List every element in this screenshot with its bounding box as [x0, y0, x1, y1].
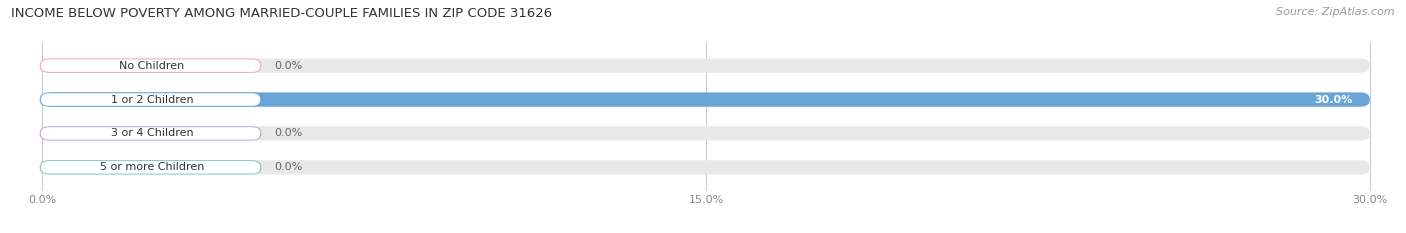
Text: 30.0%: 30.0% [1313, 95, 1353, 105]
FancyBboxPatch shape [39, 93, 262, 107]
Text: 0.0%: 0.0% [274, 61, 302, 71]
Text: 3 or 4 Children: 3 or 4 Children [111, 128, 193, 138]
FancyBboxPatch shape [41, 59, 260, 72]
FancyBboxPatch shape [42, 93, 1369, 107]
Text: 0.0%: 0.0% [274, 162, 302, 172]
Text: No Children: No Children [120, 61, 184, 71]
FancyBboxPatch shape [39, 160, 262, 175]
FancyBboxPatch shape [42, 160, 1369, 175]
FancyBboxPatch shape [42, 93, 1369, 107]
Text: 1 or 2 Children: 1 or 2 Children [111, 95, 193, 105]
FancyBboxPatch shape [42, 58, 1369, 73]
Text: INCOME BELOW POVERTY AMONG MARRIED-COUPLE FAMILIES IN ZIP CODE 31626: INCOME BELOW POVERTY AMONG MARRIED-COUPL… [11, 7, 553, 20]
FancyBboxPatch shape [41, 127, 260, 140]
FancyBboxPatch shape [39, 58, 262, 73]
Text: Source: ZipAtlas.com: Source: ZipAtlas.com [1277, 7, 1395, 17]
FancyBboxPatch shape [41, 161, 260, 174]
Text: 5 or more Children: 5 or more Children [100, 162, 204, 172]
FancyBboxPatch shape [42, 126, 1369, 140]
Text: 0.0%: 0.0% [274, 128, 302, 138]
FancyBboxPatch shape [39, 126, 262, 140]
FancyBboxPatch shape [41, 93, 260, 106]
